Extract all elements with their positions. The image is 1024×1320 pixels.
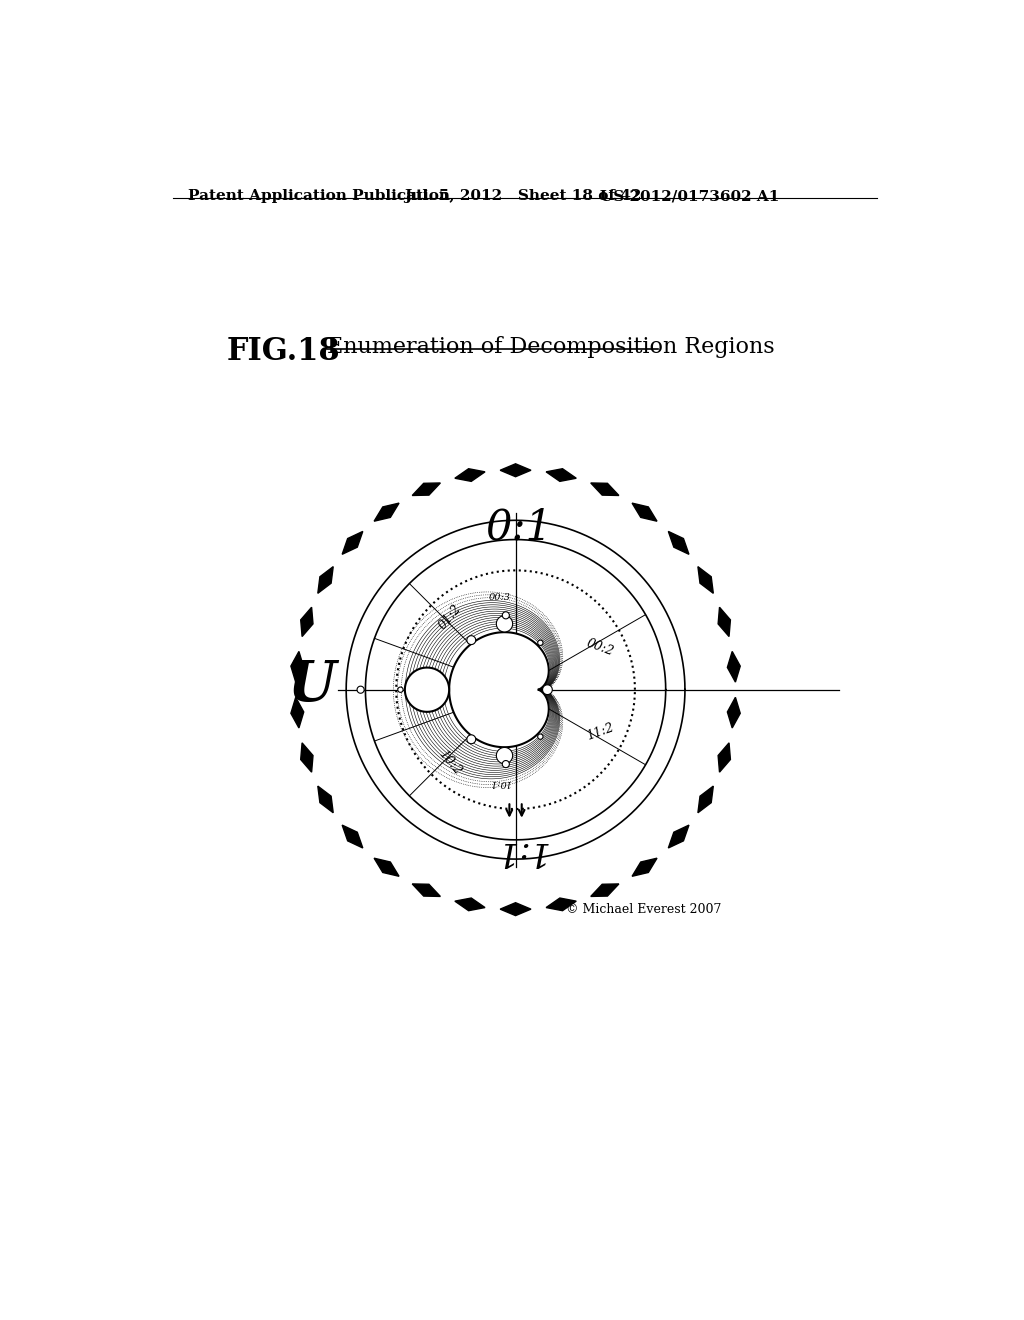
Text: 00:3: 00:3	[489, 593, 511, 602]
Polygon shape	[357, 686, 365, 693]
Polygon shape	[669, 825, 689, 847]
Polygon shape	[413, 884, 440, 896]
Polygon shape	[342, 532, 362, 554]
Text: 01:2: 01:2	[436, 602, 464, 631]
Polygon shape	[718, 743, 730, 772]
Polygon shape	[503, 611, 509, 619]
Polygon shape	[455, 898, 485, 911]
Polygon shape	[450, 632, 549, 747]
Polygon shape	[546, 469, 577, 482]
Text: 10:2: 10:2	[436, 748, 464, 777]
Text: Enumeration of Decomposition Regions: Enumeration of Decomposition Regions	[327, 335, 774, 358]
Polygon shape	[718, 607, 730, 636]
Polygon shape	[632, 503, 657, 521]
Text: © Michael Everest 2007: © Michael Everest 2007	[565, 903, 721, 916]
Polygon shape	[467, 636, 476, 644]
Polygon shape	[727, 697, 740, 727]
Polygon shape	[374, 858, 399, 876]
Text: 11:2: 11:2	[585, 721, 615, 743]
Polygon shape	[301, 607, 313, 636]
Polygon shape	[698, 787, 714, 813]
Polygon shape	[546, 898, 577, 911]
Polygon shape	[538, 640, 543, 645]
Polygon shape	[500, 463, 531, 477]
Polygon shape	[503, 760, 509, 768]
Polygon shape	[342, 825, 362, 847]
Polygon shape	[591, 483, 618, 495]
Polygon shape	[317, 787, 333, 813]
Polygon shape	[455, 469, 485, 482]
Polygon shape	[632, 858, 657, 876]
Polygon shape	[727, 652, 740, 682]
Polygon shape	[413, 483, 440, 495]
Text: Patent Application Publication: Patent Application Publication	[188, 189, 451, 203]
Text: U: U	[288, 659, 336, 713]
Polygon shape	[404, 668, 450, 711]
Polygon shape	[317, 566, 333, 593]
Text: US 2012/0173602 A1: US 2012/0173602 A1	[600, 189, 779, 203]
Polygon shape	[291, 652, 304, 682]
Polygon shape	[591, 884, 618, 896]
Polygon shape	[543, 685, 552, 694]
Polygon shape	[698, 566, 714, 593]
Polygon shape	[467, 735, 476, 743]
Text: 0:1: 0:1	[486, 507, 553, 549]
Polygon shape	[500, 903, 531, 916]
Text: 10:1: 10:1	[489, 777, 511, 787]
Polygon shape	[497, 747, 513, 764]
Polygon shape	[669, 532, 689, 554]
Text: 00:2: 00:2	[585, 636, 615, 659]
Polygon shape	[397, 686, 403, 693]
Text: Jul. 5, 2012   Sheet 18 of 42: Jul. 5, 2012 Sheet 18 of 42	[403, 189, 641, 203]
Polygon shape	[497, 615, 513, 632]
Text: 1:1: 1:1	[493, 836, 546, 867]
Polygon shape	[374, 503, 399, 521]
Polygon shape	[301, 743, 313, 772]
Polygon shape	[538, 734, 543, 739]
Text: FIG.18: FIG.18	[226, 335, 340, 367]
Polygon shape	[291, 697, 304, 727]
